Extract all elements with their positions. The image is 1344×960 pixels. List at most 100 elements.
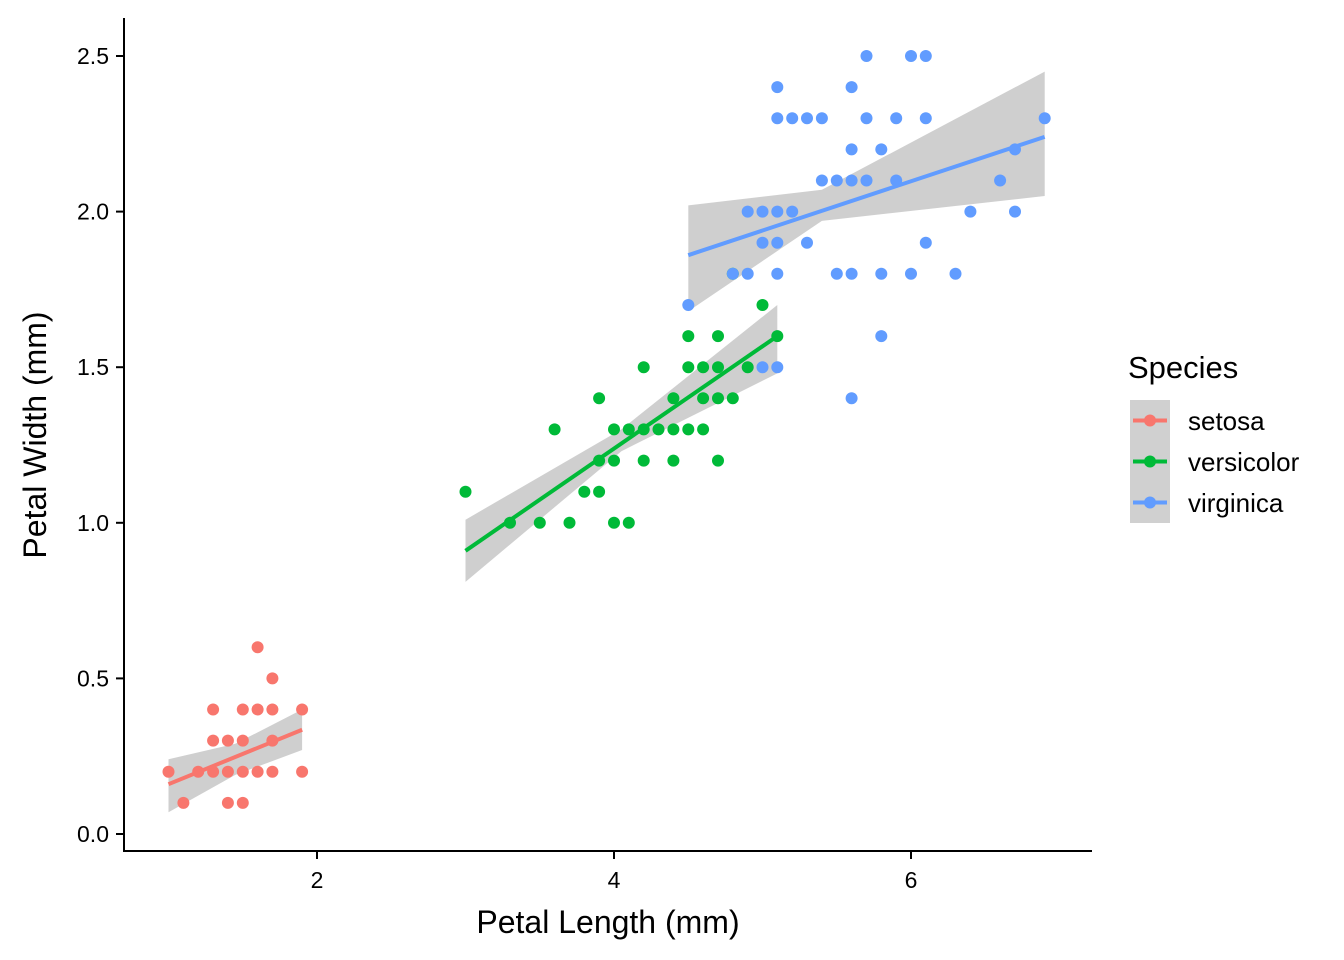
- data-point-versicolor: [712, 330, 724, 343]
- data-point-setosa: [236, 734, 249, 747]
- legend-item-virginica: virginica: [1130, 482, 1284, 523]
- legend: Species setosa versicolor virginica: [1128, 350, 1300, 523]
- data-point-versicolor: [697, 392, 710, 405]
- confidence-band-virginica: [688, 71, 1045, 312]
- data-point-versicolor: [667, 423, 680, 436]
- confidence-bands: [168, 71, 1045, 813]
- data-point-setosa: [207, 734, 220, 747]
- data-point-virginica: [771, 267, 784, 280]
- data-point-virginica: [756, 361, 769, 374]
- data-point-virginica: [845, 392, 858, 405]
- data-point-setosa: [251, 703, 264, 716]
- data-point-virginica: [786, 205, 799, 218]
- data-point-setosa: [236, 796, 249, 809]
- data-point-virginica: [875, 143, 888, 156]
- axes: [123, 18, 1092, 852]
- data-point-versicolor: [608, 454, 620, 467]
- data-point-setosa: [266, 765, 279, 778]
- data-point-versicolor: [593, 392, 606, 405]
- data-point-virginica: [756, 205, 769, 218]
- data-point-versicolor: [563, 516, 576, 529]
- data-point-virginica: [949, 267, 962, 280]
- data-point-versicolor: [622, 516, 635, 529]
- x-axis-ticks: 2 4 6: [311, 851, 918, 893]
- data-point-versicolor: [578, 485, 591, 498]
- y-axis-ticks: 0.0 0.5 1.0 1.5 2.0 2.5: [77, 43, 124, 847]
- data-point-setosa: [236, 703, 249, 716]
- data-point-setosa: [177, 796, 190, 809]
- data-point-virginica: [860, 112, 873, 125]
- data-point-virginica: [815, 174, 828, 187]
- data-point-virginica: [771, 361, 784, 374]
- y-tick-label: 0.0: [77, 821, 109, 847]
- data-point-virginica: [919, 236, 932, 249]
- data-point-virginica: [845, 174, 858, 187]
- data-point-virginica: [830, 174, 843, 187]
- data-point-versicolor: [652, 423, 665, 436]
- data-point-versicolor: [593, 485, 606, 498]
- data-point-setosa: [266, 703, 279, 716]
- legend-title: Species: [1128, 350, 1238, 385]
- legend-key-point: [1144, 414, 1156, 427]
- data-point-virginica: [1009, 205, 1021, 218]
- data-point-versicolor: [756, 299, 769, 311]
- data-point-versicolor: [459, 485, 472, 498]
- data-point-versicolor: [712, 392, 724, 405]
- data-point-versicolor: [712, 361, 724, 374]
- data-point-virginica: [905, 267, 917, 280]
- legend-label: virginica: [1188, 488, 1284, 518]
- regression-lines: [167, 135, 1046, 787]
- legend-key-point: [1144, 455, 1156, 468]
- legend-key-point: [1144, 496, 1156, 509]
- data-point-virginica: [771, 112, 784, 125]
- data-point-versicolor: [726, 392, 739, 405]
- data-point-setosa: [251, 765, 264, 778]
- data-point-setosa: [162, 765, 175, 778]
- data-point-virginica: [890, 112, 903, 125]
- data-point-virginica: [801, 112, 813, 125]
- data-point-versicolor: [697, 361, 710, 374]
- data-point-virginica: [845, 143, 858, 156]
- data-point-versicolor: [682, 361, 695, 374]
- data-point-versicolor: [682, 330, 695, 343]
- data-point-virginica: [919, 112, 932, 125]
- x-axis-title: Petal Length (mm): [476, 904, 739, 940]
- data-point-versicolor: [637, 361, 650, 374]
- legend-label: versicolor: [1188, 447, 1300, 477]
- data-point-setosa: [221, 796, 234, 809]
- data-point-virginica: [1038, 112, 1051, 125]
- data-point-versicolor: [697, 423, 710, 436]
- data-point-versicolor: [548, 423, 561, 436]
- data-point-versicolor: [667, 454, 680, 467]
- data-point-versicolor: [712, 454, 724, 467]
- data-point-versicolor: [741, 361, 754, 374]
- data-point-setosa: [296, 703, 309, 716]
- data-point-virginica: [741, 205, 754, 218]
- data-point-versicolor: [608, 423, 620, 436]
- data-point-virginica: [994, 174, 1007, 187]
- data-point-virginica: [726, 267, 739, 280]
- data-point-virginica: [801, 236, 813, 249]
- y-tick-label: 0.5: [77, 665, 109, 691]
- data-point-versicolor: [622, 423, 635, 436]
- data-point-setosa: [207, 703, 220, 716]
- data-point-virginica: [741, 267, 754, 280]
- y-axis-title: Petal Width (mm): [17, 311, 53, 558]
- x-tick-label: 6: [905, 867, 918, 893]
- y-tick-label: 1.0: [77, 510, 109, 536]
- data-point-versicolor: [667, 392, 680, 405]
- data-point-setosa: [266, 672, 279, 685]
- regression-line-versicolor: [464, 334, 779, 553]
- data-point-virginica: [860, 174, 873, 187]
- confidence-band-setosa: [168, 709, 303, 813]
- data-point-virginica: [875, 330, 888, 343]
- data-point-setosa: [251, 641, 264, 654]
- data-point-virginica: [919, 50, 932, 62]
- data-point-virginica: [860, 50, 873, 62]
- legend-label: setosa: [1188, 406, 1265, 436]
- data-point-virginica: [815, 112, 828, 125]
- regression-line-virginica: [687, 135, 1046, 258]
- data-point-virginica: [682, 299, 695, 311]
- y-tick-label: 1.5: [77, 354, 109, 380]
- data-points: [162, 50, 1051, 809]
